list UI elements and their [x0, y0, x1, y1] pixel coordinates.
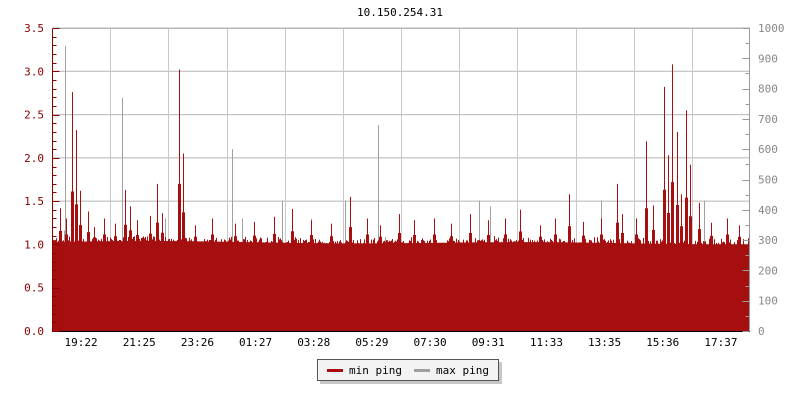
- axis-x-tick-label: 11:33: [530, 336, 563, 349]
- axis-left-tick-label: 1.0: [24, 238, 44, 251]
- axis-x-tick-label: 23:26: [181, 336, 214, 349]
- axis-left-tick-label: 1.5: [24, 195, 44, 208]
- axis-x-tick-label: 19:22: [65, 336, 98, 349]
- legend-item-min-ping: min ping: [327, 364, 402, 377]
- chart-legend: min ping max ping: [317, 359, 499, 381]
- axis-right-tick-label: 600: [758, 143, 778, 156]
- axis-x-tick-label: 13:35: [588, 336, 621, 349]
- axis-x-tick-label: 01:27: [239, 336, 272, 349]
- axis-left-tick-label: 0.0: [24, 325, 44, 338]
- axis-x-tick-label: 15:36: [646, 336, 679, 349]
- axis-right-tick-label: 800: [758, 83, 778, 96]
- axis-right-tick-label: 500: [758, 174, 778, 187]
- axis-x-tick-label: 21:25: [123, 336, 156, 349]
- axis-left-tick-label: 3.5: [24, 22, 44, 35]
- axis-left-tick-label: 2.0: [24, 152, 44, 165]
- axis-x-tick-label: 17:37: [704, 336, 737, 349]
- axis-right-tick-label: 0: [758, 325, 765, 338]
- axis-x-tick-label: 05:29: [355, 336, 388, 349]
- axis-left-tick-label: 2.5: [24, 109, 44, 122]
- axis-right-tick-label: 300: [758, 234, 778, 247]
- axis-right-tick-label: 900: [758, 52, 778, 65]
- axis-left-tick-label: 0.5: [24, 282, 44, 295]
- legend-swatch-min-ping: [327, 368, 343, 372]
- axis-right-tick-label: 200: [758, 264, 778, 277]
- page-title: 10.150.254.31: [356, 6, 444, 19]
- legend-label-min-ping: min ping: [349, 363, 402, 377]
- axis-x-tick-label: 03:28: [297, 336, 330, 349]
- axis-right-tick-label: 700: [758, 113, 778, 126]
- series-min-ping: [52, 64, 750, 331]
- legend-swatch-max-ping: [413, 368, 430, 372]
- series-max-ping-overlay: [64, 46, 705, 243]
- axis-right-tick-label: 100: [758, 295, 778, 308]
- axis-x-tick-label: 07:30: [414, 336, 447, 349]
- axis-left-tick-label: 3.0: [24, 65, 44, 78]
- legend-label-max-ping: max ping: [435, 363, 489, 377]
- axis-right-tick-label: 1000: [758, 22, 785, 35]
- axis-right-tick-label: 400: [758, 204, 778, 217]
- legend-item-max-ping: max ping: [413, 363, 489, 377]
- axis-x-tick-label: 09:31: [472, 336, 505, 349]
